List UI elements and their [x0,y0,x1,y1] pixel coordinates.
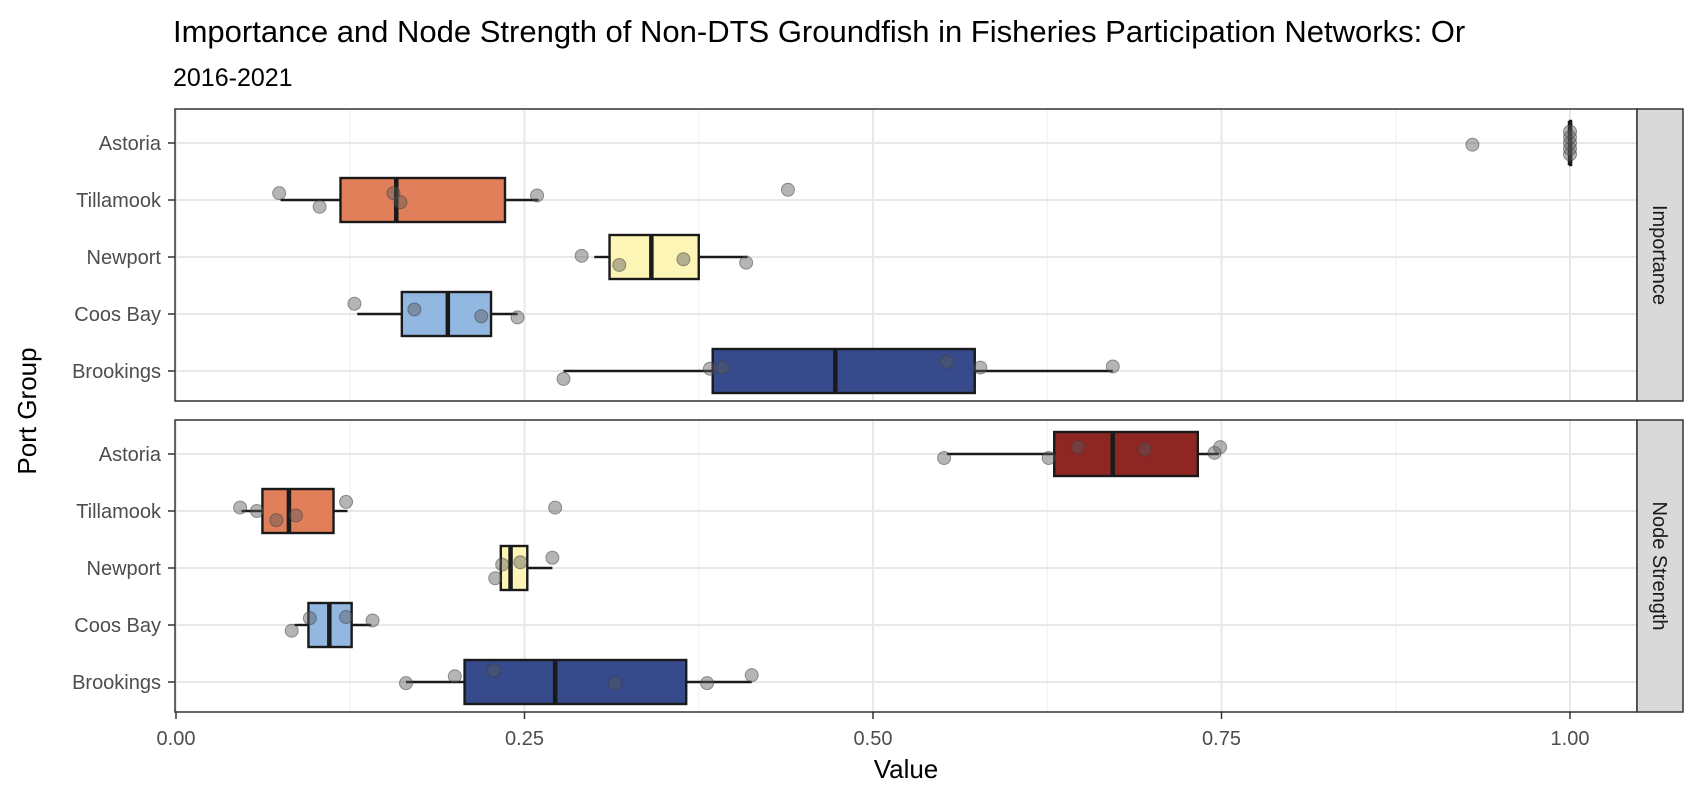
data-point [312,199,327,214]
data-point [288,508,303,523]
chart-title: Importance and Node Strength of Non-DTS … [173,14,1465,49]
data-point [407,302,422,317]
data-point [347,296,362,311]
panel-background [175,420,1637,712]
data-point [530,188,545,203]
box-body [463,658,688,706]
data-point [339,494,354,509]
x-tick-label: 0.50 [854,728,893,750]
data-point [284,623,299,638]
y-tick-label: Tillamook [76,190,162,212]
box-brookings-node-strength [399,658,759,706]
data-point [1563,141,1577,156]
panel-importance: Importance Astoria Tillamook Newport Coos Ba… [72,108,1684,402]
box-brookings-importance [556,347,1120,395]
x-axis-title: Value [874,754,939,784]
box-tillamook-node-strength [233,487,563,535]
data-point [1070,440,1085,455]
data-point [1563,130,1577,145]
data-point [556,371,571,386]
y-tick-label: Coos Bay [74,615,161,637]
panels-layer: Importance Astoria Tillamook Newport Coos Ba… [72,108,1684,750]
data-point [744,668,759,683]
data-point [510,310,525,325]
data-point [447,669,462,684]
box-body [261,487,335,535]
data-point [702,361,717,376]
facet-strip [1636,419,1684,713]
box-astoria-importance [1465,119,1577,167]
chart-subtitle: 2016-2021 [173,64,293,92]
data-point [608,676,623,691]
box-newport-importance [574,233,754,281]
data-point [676,252,691,267]
data-point [474,309,489,324]
y-tick-label: Brookings [72,672,161,694]
data-point [233,500,248,515]
box-body [711,347,976,395]
data-point [739,255,754,270]
x-tick-label: 1.00 [1551,728,1590,750]
box-newport-node-strength [488,544,560,592]
data-point [339,610,354,625]
data-point [488,571,503,586]
x-tick-label: 0.00 [157,728,196,750]
x-tick-label: 0.75 [1202,728,1241,750]
data-point [973,360,988,375]
facet-strip-label: Importance [1648,205,1670,305]
data-point [574,248,589,263]
panel-node-strength: Node Strength Astoria Tillamook Newport Coos… [72,419,1684,713]
data-point [545,550,560,565]
data-point [495,557,510,572]
data-point [1041,450,1056,465]
box-coos-bay-node-strength [284,601,380,649]
y-tick-label: Brookings [72,361,161,383]
box-coos-bay-importance [347,290,525,338]
data-point [1563,124,1577,139]
box-body [339,176,507,224]
data-point [486,663,501,678]
data-point [1137,442,1152,457]
data-point [272,186,287,201]
data-point [513,555,528,570]
data-point [715,360,730,375]
data-point [365,613,380,628]
data-point [1207,445,1222,460]
data-point [700,676,715,691]
data-point [780,182,795,197]
y-tick-label: Astoria [99,133,162,155]
data-point [249,504,264,518]
data-point [1563,147,1577,162]
data-point [937,450,952,465]
box-body [608,233,700,281]
data-point [393,195,408,210]
box-tillamook-importance [272,176,795,224]
y-tick-label: Tillamook [76,501,162,523]
box-astoria-node-strength [937,430,1228,478]
data-point [548,500,563,515]
data-point [1563,136,1577,150]
data-point [1213,440,1228,455]
data-point [1105,359,1120,374]
data-point [399,676,414,691]
data-point [939,354,954,369]
facet-strip-label: Node Strength [1648,502,1670,631]
box-body [1053,430,1200,478]
x-tick-label: 0.25 [505,728,544,750]
facet-strip [1636,108,1684,402]
y-tick-label: Newport [87,247,162,269]
y-tick-label: Coos Bay [74,304,161,326]
data-point [302,611,317,626]
data-point [1465,137,1480,152]
y-axis-title: Port Group [12,347,42,474]
data-point [269,513,284,528]
y-tick-label: Newport [87,558,162,580]
y-tick-label: Astoria [99,444,162,466]
data-point [612,257,627,272]
